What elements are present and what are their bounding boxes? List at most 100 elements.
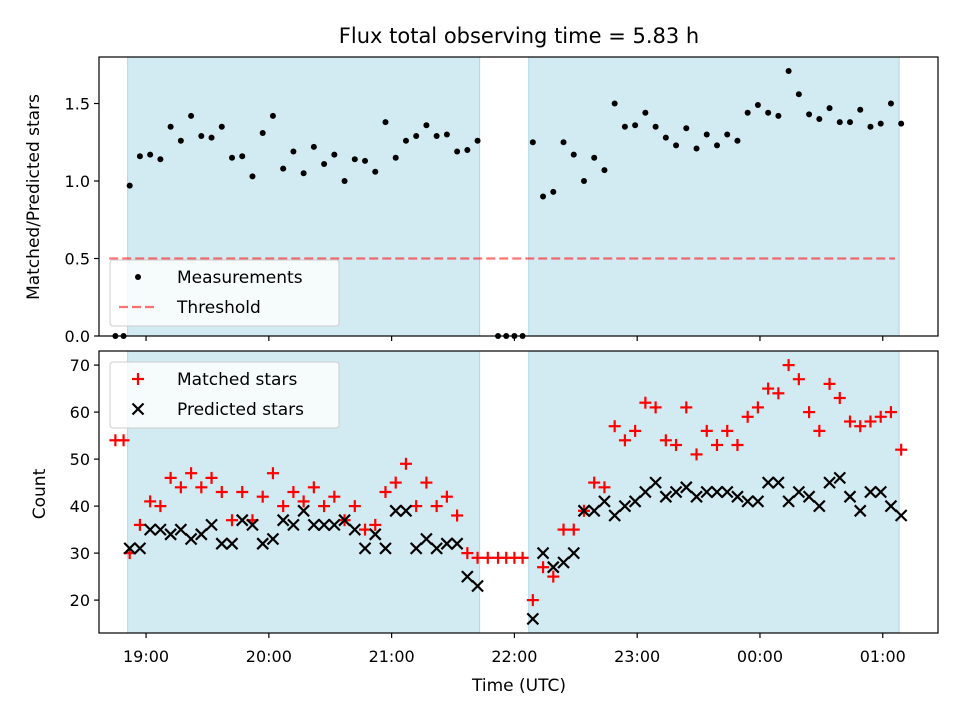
predicted-marker-b <box>328 518 341 532</box>
measurement-point <box>136 153 143 160</box>
measurement-point <box>673 142 680 149</box>
predicted-marker-b <box>256 537 269 550</box>
predicted-marker-b <box>639 485 652 499</box>
predicted-marker-b <box>440 537 454 550</box>
predicted-marker-b <box>874 485 887 499</box>
measurement-point <box>683 125 690 132</box>
measurement-point <box>321 160 328 167</box>
predicted-marker-b <box>710 485 724 499</box>
measurement-point <box>464 147 471 153</box>
predicted-marker-b <box>348 523 362 536</box>
predicted-marker-b <box>287 518 300 532</box>
measurement-point <box>775 112 782 119</box>
predicted-marker-b <box>246 518 259 532</box>
predicted-marker-b <box>368 528 382 541</box>
observing-window-band <box>528 350 900 634</box>
predicted-marker-b <box>399 504 413 518</box>
measurement-point <box>290 148 297 155</box>
x-tick-label: 00:00 <box>737 647 783 666</box>
predicted-marker-b <box>680 481 693 494</box>
measurement-point <box>229 154 236 161</box>
predicted-marker-b <box>649 476 662 489</box>
measurement-point <box>734 137 741 144</box>
measurement-point <box>218 123 225 130</box>
y-tick-label: 1.0 <box>65 172 90 191</box>
observing-window-band <box>528 56 900 337</box>
predicted-marker-b <box>608 509 621 522</box>
predicted-marker-b <box>547 560 560 574</box>
predicted-marker-b <box>864 485 877 499</box>
predicted-marker-b <box>471 579 484 593</box>
measurement-point <box>362 157 369 164</box>
measurement-point <box>591 154 598 161</box>
measurement-point <box>693 145 700 152</box>
measurement-point <box>177 137 184 144</box>
predicted-marker-b <box>720 485 734 499</box>
y-tick-label: 30 <box>70 544 90 563</box>
predicted-marker-b <box>276 513 290 527</box>
predicted-marker-b <box>450 537 464 550</box>
predicted-marker-b <box>235 513 249 527</box>
measurement-point <box>754 102 761 109</box>
measurement-point <box>372 168 379 175</box>
measurement-point <box>239 153 246 160</box>
measurement-point <box>816 116 823 122</box>
y-tick-label: 70 <box>70 356 90 375</box>
measurement-point <box>188 112 195 119</box>
predicted-marker-b <box>894 509 908 522</box>
measurement-point <box>157 156 164 163</box>
axes-frame <box>98 350 939 634</box>
measurement-point <box>703 131 710 138</box>
y-tick-label: 0.0 <box>65 327 90 346</box>
measurement-point <box>611 100 618 107</box>
x-axis-label: Time (UTC) <box>471 676 566 696</box>
measurement-point <box>785 67 792 74</box>
measurement-point <box>413 133 420 140</box>
measurement-point <box>662 134 669 141</box>
x-tick-label: 01:00 <box>860 647 906 666</box>
legend-box <box>109 361 340 429</box>
measurement-point <box>826 105 833 112</box>
x-tick-label: 22:00 <box>491 647 537 666</box>
predicted-marker-b <box>123 542 136 555</box>
measurement-point <box>208 134 215 141</box>
predicted-marker-b <box>853 504 867 518</box>
predicted-marker-b <box>143 523 157 536</box>
measurement-point <box>341 178 348 184</box>
measurement-point <box>887 100 894 107</box>
predicted-marker-b <box>659 490 673 503</box>
measurement-point <box>423 122 430 129</box>
x-tick-label: 20:00 <box>246 647 292 666</box>
measurement-point <box>847 119 854 126</box>
predicted-marker-b <box>598 495 611 508</box>
predicted-marker-b <box>307 518 321 532</box>
measurement-point <box>724 131 731 138</box>
measurement-point <box>433 133 440 140</box>
measurement-point <box>652 123 659 130</box>
predicted-marker-b <box>338 513 351 527</box>
predicted-marker-b <box>536 546 550 560</box>
predicted-marker-b <box>587 504 601 518</box>
predicted-marker-b <box>174 523 188 536</box>
predicted-marker-b <box>843 490 857 503</box>
measurement-point <box>744 109 751 116</box>
measurement-point <box>550 188 557 195</box>
predicted-marker-b <box>618 499 632 513</box>
measurement-point <box>765 109 772 116</box>
predicted-marker-b <box>751 495 765 508</box>
measurement-point <box>259 129 266 136</box>
measurement-point <box>402 137 409 144</box>
y-tick-label: 1.5 <box>65 95 90 114</box>
predicted-marker-b <box>628 495 642 508</box>
measurement-point <box>806 111 813 118</box>
predicted-marker-b <box>225 537 239 550</box>
legend-label: Threshold <box>176 298 261 318</box>
chart-title: Flux total observing time = 5.83 h <box>339 24 699 48</box>
series-x <box>123 471 908 626</box>
y-tick-label: 60 <box>70 403 90 422</box>
legend-label: Predicted stars <box>177 400 304 420</box>
predicted-marker-b <box>669 485 683 499</box>
predicted-marker-b <box>731 490 744 503</box>
